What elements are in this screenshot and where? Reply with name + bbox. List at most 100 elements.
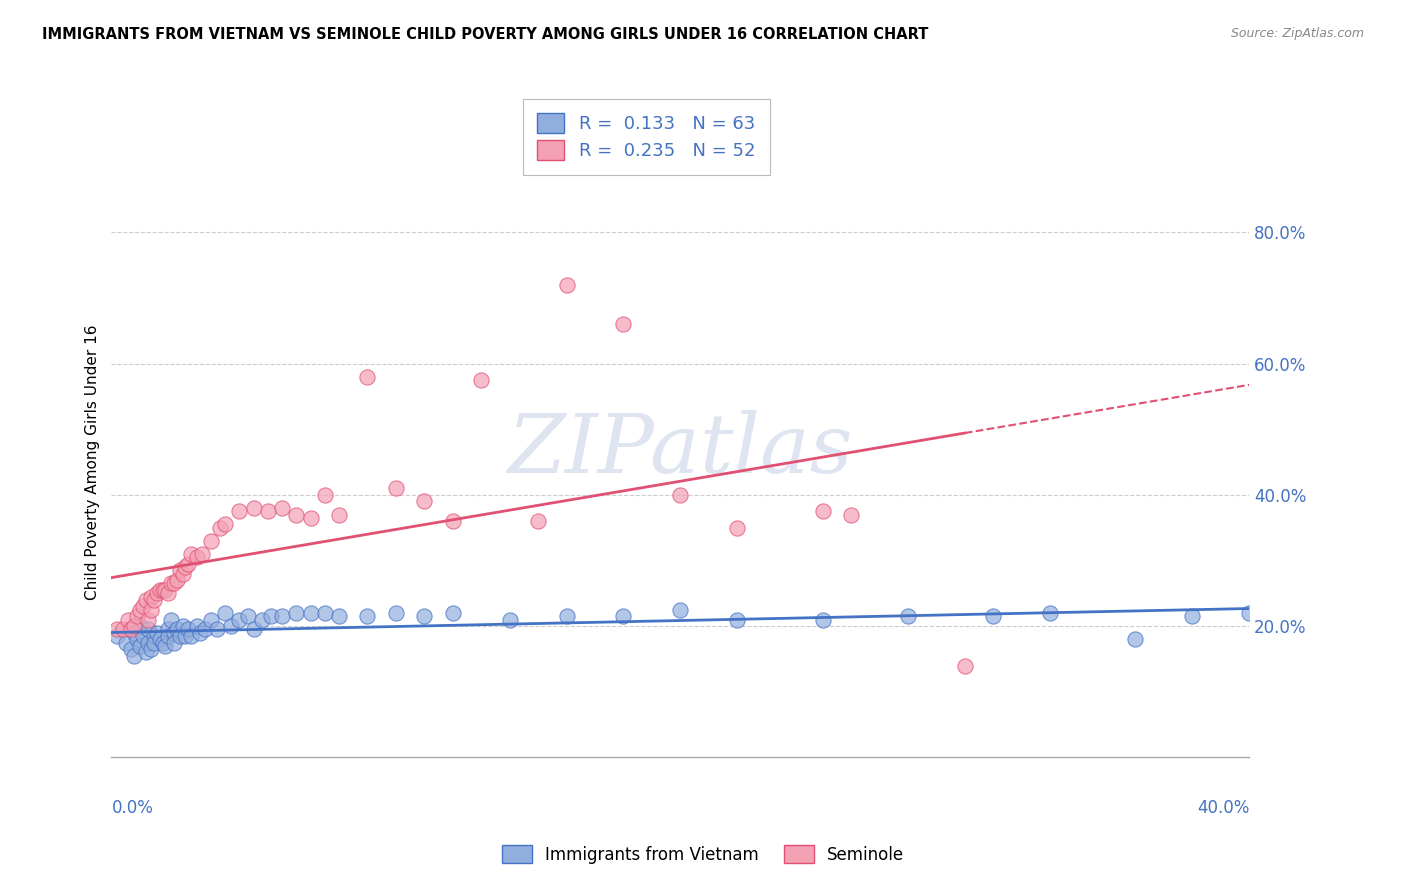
Point [180, 629, 202, 643]
Point [120, 623, 142, 637]
Point [143, 592, 166, 607]
Point [152, 635, 174, 649]
Point [149, 582, 172, 597]
Point [169, 563, 191, 577]
Point [191, 547, 214, 561]
Point [138, 623, 160, 637]
Point [120, 642, 142, 657]
Point [122, 619, 145, 633]
Point [149, 632, 172, 647]
Point [271, 609, 294, 624]
Point [725, 613, 748, 627]
Point [612, 609, 634, 624]
Point [470, 373, 492, 387]
Point [228, 613, 250, 627]
Point [236, 609, 259, 624]
Point [219, 619, 242, 633]
Point [811, 504, 834, 518]
Point [155, 639, 177, 653]
Point [135, 592, 157, 607]
Point [128, 639, 150, 653]
Point [228, 504, 250, 518]
Point [413, 494, 436, 508]
Point [257, 504, 280, 518]
Point [186, 550, 208, 565]
Point [155, 582, 177, 597]
Point [135, 645, 157, 659]
Point [141, 603, 163, 617]
Point [177, 557, 200, 571]
Point [200, 613, 222, 627]
Point [385, 481, 408, 495]
Point [271, 500, 294, 515]
Point [208, 521, 231, 535]
Point [157, 629, 180, 643]
Point [177, 623, 200, 637]
Point [128, 603, 150, 617]
Point [157, 586, 180, 600]
Point [117, 613, 139, 627]
Point [186, 619, 208, 633]
Point [200, 533, 222, 548]
Point [242, 500, 264, 515]
Point [328, 508, 350, 522]
Point [122, 648, 145, 663]
Text: IMMIGRANTS FROM VIETNAM VS SEMINOLE CHILD POVERTY AMONG GIRLS UNDER 16 CORRELATI: IMMIGRANTS FROM VIETNAM VS SEMINOLE CHIL… [42, 27, 928, 42]
Point [157, 623, 180, 637]
Point [285, 508, 308, 522]
Point [527, 514, 550, 528]
Point [131, 629, 153, 643]
Point [1181, 609, 1204, 624]
Point [214, 606, 236, 620]
Point [555, 277, 578, 292]
Point [1039, 606, 1062, 620]
Point [441, 514, 464, 528]
Point [314, 606, 336, 620]
Text: 40.0%: 40.0% [1197, 798, 1250, 817]
Point [180, 547, 202, 561]
Point [166, 573, 188, 587]
Point [160, 613, 183, 627]
Point [839, 508, 862, 522]
Point [146, 625, 169, 640]
Point [498, 613, 520, 627]
Point [174, 560, 197, 574]
Point [897, 609, 920, 624]
Point [242, 623, 264, 637]
Point [194, 623, 217, 637]
Point [299, 511, 322, 525]
Point [385, 606, 408, 620]
Point [612, 317, 634, 331]
Legend: Immigrants from Vietnam, Seminole: Immigrants from Vietnam, Seminole [495, 838, 911, 871]
Point [141, 590, 163, 604]
Point [328, 609, 350, 624]
Point [441, 606, 464, 620]
Point [314, 488, 336, 502]
Text: Source: ZipAtlas.com: Source: ZipAtlas.com [1230, 27, 1364, 40]
Point [125, 632, 148, 647]
Point [105, 629, 128, 643]
Point [356, 609, 378, 624]
Point [131, 599, 153, 614]
Point [122, 625, 145, 640]
Point [128, 619, 150, 633]
Point [669, 488, 692, 502]
Point [163, 635, 186, 649]
Point [1125, 632, 1147, 647]
Point [105, 623, 128, 637]
Point [205, 623, 228, 637]
Point [138, 613, 160, 627]
Point [811, 613, 834, 627]
Point [260, 609, 283, 624]
Point [111, 623, 134, 637]
Point [125, 609, 148, 624]
Point [166, 623, 188, 637]
Point [953, 658, 976, 673]
Point [141, 642, 163, 657]
Point [413, 609, 436, 624]
Point [250, 613, 273, 627]
Text: 0.0%: 0.0% [111, 798, 153, 817]
Point [299, 606, 322, 620]
Point [172, 619, 194, 633]
Point [285, 606, 308, 620]
